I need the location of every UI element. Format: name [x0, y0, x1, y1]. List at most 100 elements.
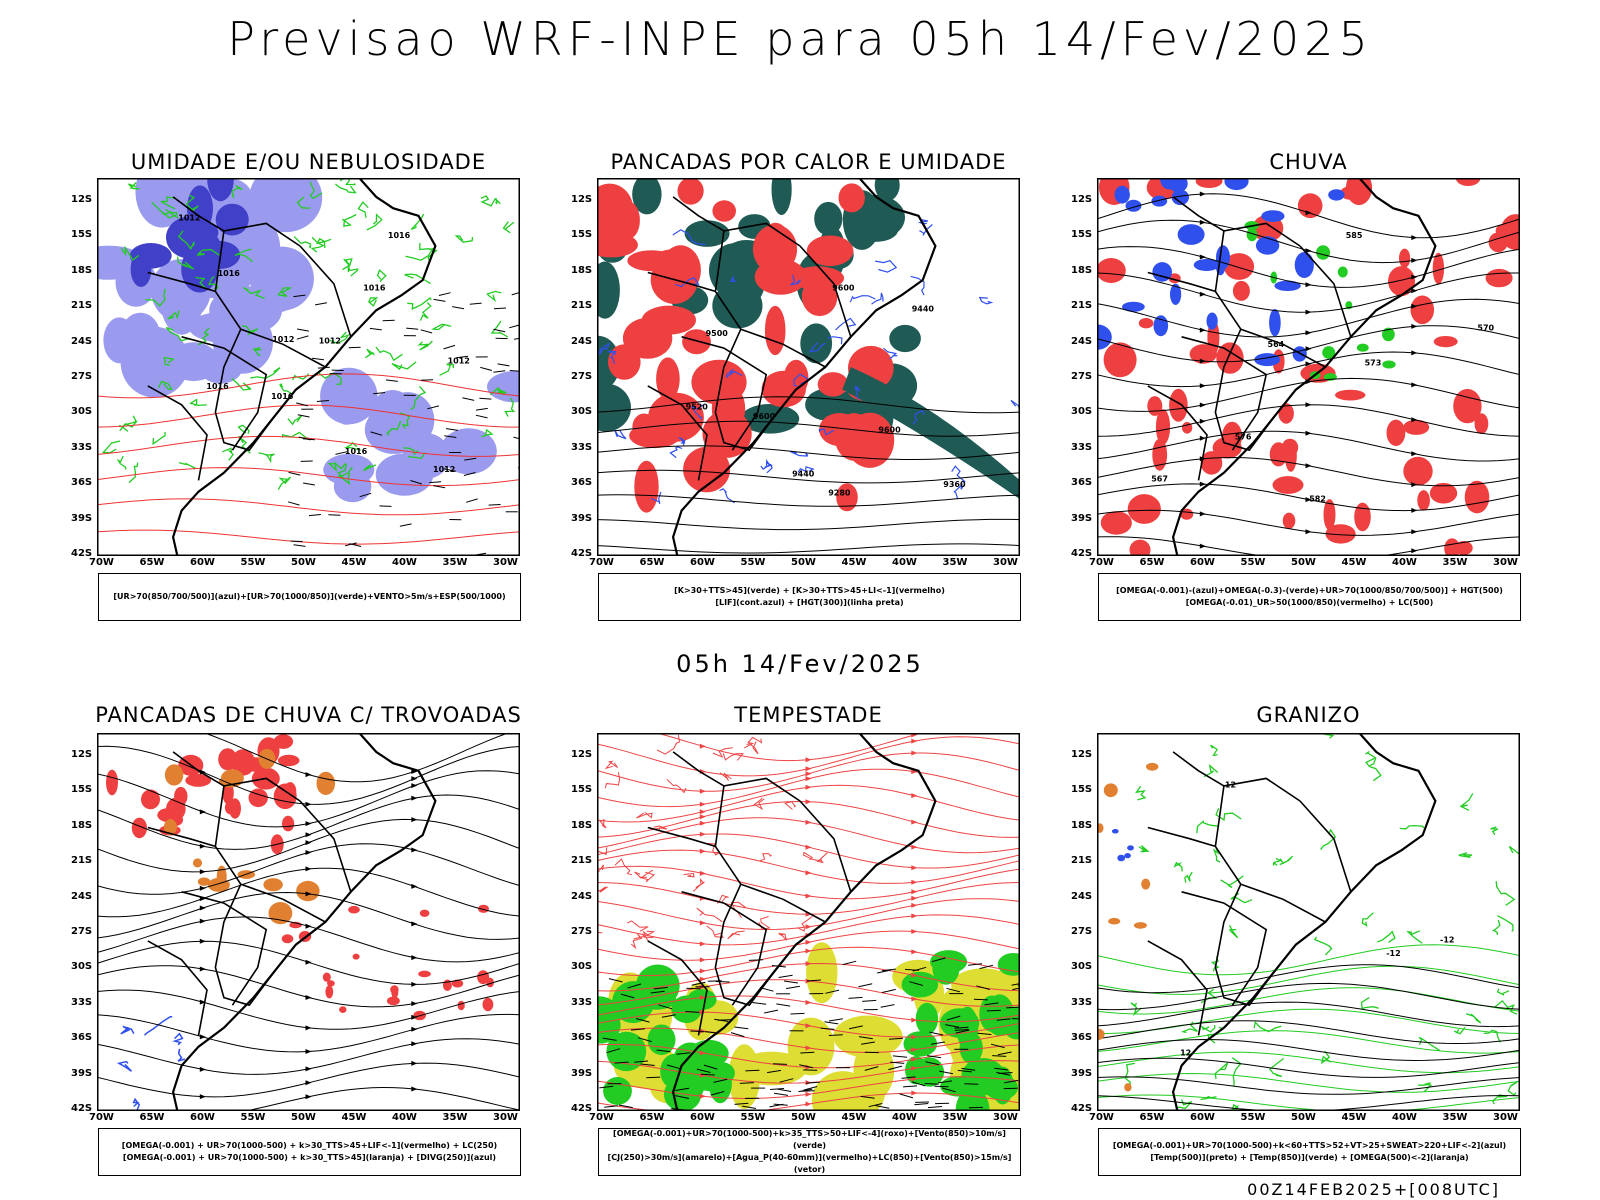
contour-line	[1491, 919, 1501, 936]
flow-arrow	[1199, 511, 1206, 517]
field-patch	[1272, 476, 1304, 494]
latitude-label: 24S	[1071, 890, 1093, 902]
wind-vector	[800, 1051, 815, 1054]
field-patch	[1168, 178, 1188, 193]
field-patch	[390, 985, 399, 994]
field-patch	[603, 1077, 632, 1105]
flow-arrow	[1305, 309, 1312, 315]
field-patch	[932, 952, 960, 985]
flow-arrow	[805, 893, 812, 899]
contour-line	[238, 435, 251, 454]
state-border	[714, 883, 776, 1007]
streamline	[1097, 1076, 1520, 1095]
field-patch	[806, 942, 838, 1004]
latitude-label: 12S	[571, 194, 593, 205]
wind-vector	[984, 1002, 999, 1006]
field-patch	[1195, 178, 1223, 188]
field-patch	[281, 934, 294, 944]
coastline	[1171, 178, 1437, 556]
contour-line	[875, 259, 898, 273]
wind-vector	[927, 1055, 942, 1059]
latitude-label: 15S	[71, 784, 93, 796]
flow-arrow	[199, 843, 206, 849]
legend-line: [OMEGA(-0.001)+UR>70(1000-500)+k>35_TTS>…	[613, 1129, 1006, 1150]
longitude-label: 60W	[190, 557, 215, 568]
field-patch	[282, 815, 295, 832]
flow-arrow	[411, 1026, 418, 1032]
contour-line	[1418, 1082, 1433, 1093]
contour-line	[729, 276, 737, 283]
contour-line	[1135, 785, 1147, 801]
field-patch	[1216, 342, 1244, 374]
flow-arrow	[805, 819, 812, 825]
field-patch	[249, 178, 323, 233]
latitude-label: 27S	[1071, 371, 1093, 382]
wind-vector	[968, 963, 983, 966]
wind-vector	[861, 1041, 875, 1045]
field-patch	[814, 201, 843, 236]
longitude-label: 35W	[942, 557, 968, 568]
flow-arrow	[305, 959, 312, 965]
wind-vector	[996, 1071, 1011, 1076]
longitude-label: 65W	[639, 557, 665, 568]
contour-line	[1418, 1036, 1441, 1051]
wind-vector	[630, 1028, 645, 1031]
latitude-label: 15S	[571, 784, 593, 796]
page-title: Previsao WRF-INPE para 05h 14/Fev/2025	[227, 12, 1373, 66]
wind-vector	[899, 1093, 914, 1099]
map-frame	[97, 178, 520, 556]
streamline	[1097, 964, 1520, 994]
contour-line	[185, 194, 199, 212]
flow-arrow	[305, 1025, 312, 1031]
flow-arrow	[1411, 482, 1418, 488]
contour-line	[410, 213, 425, 230]
state-border	[647, 940, 708, 1036]
wind-vector	[370, 431, 383, 436]
wind-vector	[848, 996, 863, 999]
latitude-label: 42S	[71, 548, 93, 559]
field-patch	[1181, 422, 1193, 434]
wind-vector	[779, 1078, 794, 1083]
contour-line	[391, 361, 417, 371]
flow-arrow	[411, 1001, 418, 1007]
contour-line	[719, 488, 735, 504]
field-patch	[915, 1002, 939, 1035]
state-border	[1147, 940, 1208, 1036]
contour-line	[196, 248, 220, 256]
state-border	[799, 800, 852, 893]
field-patch	[1141, 878, 1151, 890]
field-patch	[1328, 189, 1345, 201]
flow-arrow	[1305, 430, 1312, 436]
contour-line	[486, 290, 502, 303]
contour-line	[366, 213, 383, 231]
field-patch	[1255, 236, 1280, 255]
wind-vector	[964, 1083, 979, 1085]
legend-box: [OMEGA(-0.001) + UR>70(1000-500) + k>30_…	[98, 1128, 521, 1176]
field-patch	[1103, 783, 1118, 798]
field-patch	[1111, 829, 1119, 834]
longitude-label: 40W	[392, 1112, 417, 1123]
latitude-label: 24S	[571, 335, 593, 347]
flow-arrow	[305, 1080, 312, 1086]
flow-arrow	[1199, 418, 1206, 424]
state-border	[714, 328, 776, 452]
wind-vector	[303, 482, 315, 486]
contour-line	[722, 753, 744, 761]
contour-line	[152, 431, 166, 446]
wind-vector	[696, 1068, 711, 1073]
field-patch	[764, 305, 786, 356]
field-patch	[451, 979, 464, 988]
state-border	[647, 385, 708, 481]
contour-line	[696, 907, 723, 923]
field-patch	[1455, 178, 1481, 186]
field-patch	[1337, 266, 1348, 278]
flow-arrow	[699, 743, 706, 749]
contour-line	[417, 340, 433, 351]
field-patch	[691, 1063, 729, 1092]
latitude-label: 36S	[1071, 477, 1093, 489]
field-patch	[961, 1058, 1006, 1096]
field-patch	[1485, 268, 1513, 288]
longitude-label: 45W	[341, 1112, 367, 1123]
wind-vector	[848, 1025, 863, 1030]
wind-vector	[742, 1105, 757, 1109]
